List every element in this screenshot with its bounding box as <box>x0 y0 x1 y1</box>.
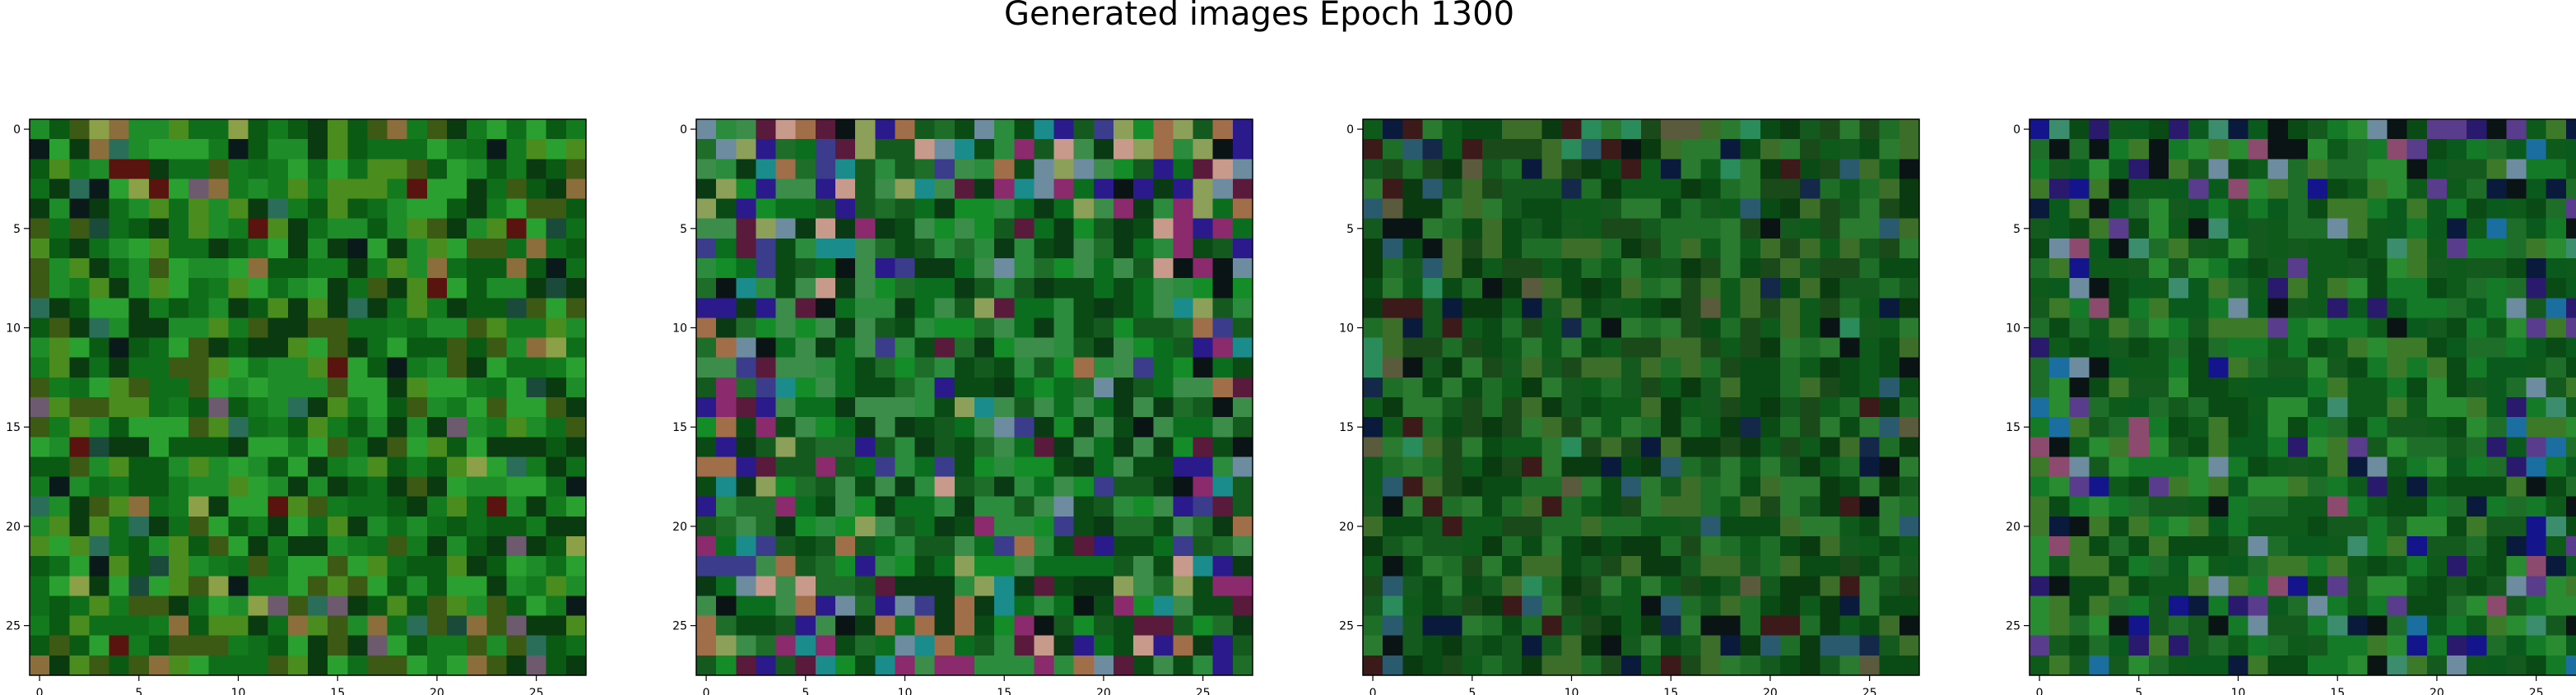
y-tick-label: 0 <box>1346 123 1354 137</box>
y-tick-label: 25 <box>6 620 21 633</box>
x-tick-label: 0 <box>36 687 44 695</box>
y-tick-label: 15 <box>1339 421 1354 434</box>
x-tick-label: 0 <box>1369 687 1377 695</box>
x-tick-label: 5 <box>2135 687 2142 695</box>
y-tick-label: 15 <box>672 421 687 434</box>
generated-image-panel: 0 0 5 5 10 10 15 15 20 20 25 25 <box>6 118 587 695</box>
generated-image <box>1363 119 1920 676</box>
x-tick-label: 25 <box>1196 687 1211 695</box>
y-tick-label: 25 <box>672 620 687 633</box>
y-tick-label: 5 <box>2013 223 2020 236</box>
x-tick-label: 5 <box>802 687 809 695</box>
x-tick-label: 25 <box>2529 687 2544 695</box>
y-tick-label: 0 <box>680 123 687 137</box>
y-tick-label: 20 <box>6 521 21 534</box>
x-tick-label: 10 <box>2231 687 2246 695</box>
generated-image-panel: 0 0 5 5 10 10 15 15 20 20 25 25 <box>2006 118 2576 695</box>
generated-image-panel: 0 0 5 5 10 10 15 15 20 20 25 25 <box>1339 118 1920 695</box>
x-tick-label: 5 <box>1468 687 1476 695</box>
y-tick-label: 25 <box>1339 620 1354 633</box>
y-tick-label: 5 <box>13 223 21 236</box>
x-tick-label: 20 <box>1763 687 1778 695</box>
y-tick-label: 0 <box>13 123 21 137</box>
y-tick-label: 10 <box>2006 322 2020 336</box>
y-tick-label: 10 <box>672 322 687 336</box>
x-tick-label: 10 <box>1565 687 1579 695</box>
y-tick-label: 5 <box>1346 223 1354 236</box>
y-tick-label: 15 <box>2006 421 2020 434</box>
x-tick-label: 0 <box>2036 687 2044 695</box>
x-tick-label: 15 <box>997 687 1011 695</box>
x-tick-label: 25 <box>1862 687 1877 695</box>
y-tick-label: 20 <box>2006 521 2020 534</box>
x-tick-label: 20 <box>2430 687 2444 695</box>
y-tick-label: 20 <box>1339 521 1354 534</box>
generated-image-panel: 0 0 5 5 10 10 15 15 20 20 25 25 <box>672 118 1253 695</box>
generated-image <box>2030 119 2576 676</box>
axes-frame <box>29 118 587 676</box>
y-tick-label: 20 <box>672 521 687 534</box>
x-tick-label: 20 <box>1096 687 1111 695</box>
x-tick-label: 0 <box>703 687 710 695</box>
x-tick-label: 15 <box>330 687 345 695</box>
axes-frame <box>695 118 1253 676</box>
x-tick-label: 10 <box>898 687 913 695</box>
y-tick-label: 5 <box>680 223 687 236</box>
x-tick-label: 20 <box>430 687 444 695</box>
generated-image <box>30 119 587 676</box>
x-tick-label: 25 <box>529 687 544 695</box>
figure-title: Generated images Epoch 1300 <box>1004 0 1514 33</box>
x-tick-label: 10 <box>231 687 246 695</box>
x-tick-label: 15 <box>1663 687 1678 695</box>
y-tick-label: 0 <box>2013 123 2020 137</box>
x-tick-label: 15 <box>2330 687 2345 695</box>
generated-image <box>696 119 1253 676</box>
axes-frame <box>1362 118 1920 676</box>
y-tick-label: 10 <box>1339 322 1354 336</box>
axes-frame <box>2029 118 2576 676</box>
y-tick-label: 25 <box>2006 620 2020 633</box>
image-panels: 0 0 5 5 10 10 15 15 20 20 25 25 0 0 5 5 10 10 15 15 20 20 25 25… <box>6 118 2576 695</box>
y-tick-label: 15 <box>6 421 21 434</box>
x-tick-label: 5 <box>135 687 142 695</box>
y-tick-label: 10 <box>6 322 21 336</box>
